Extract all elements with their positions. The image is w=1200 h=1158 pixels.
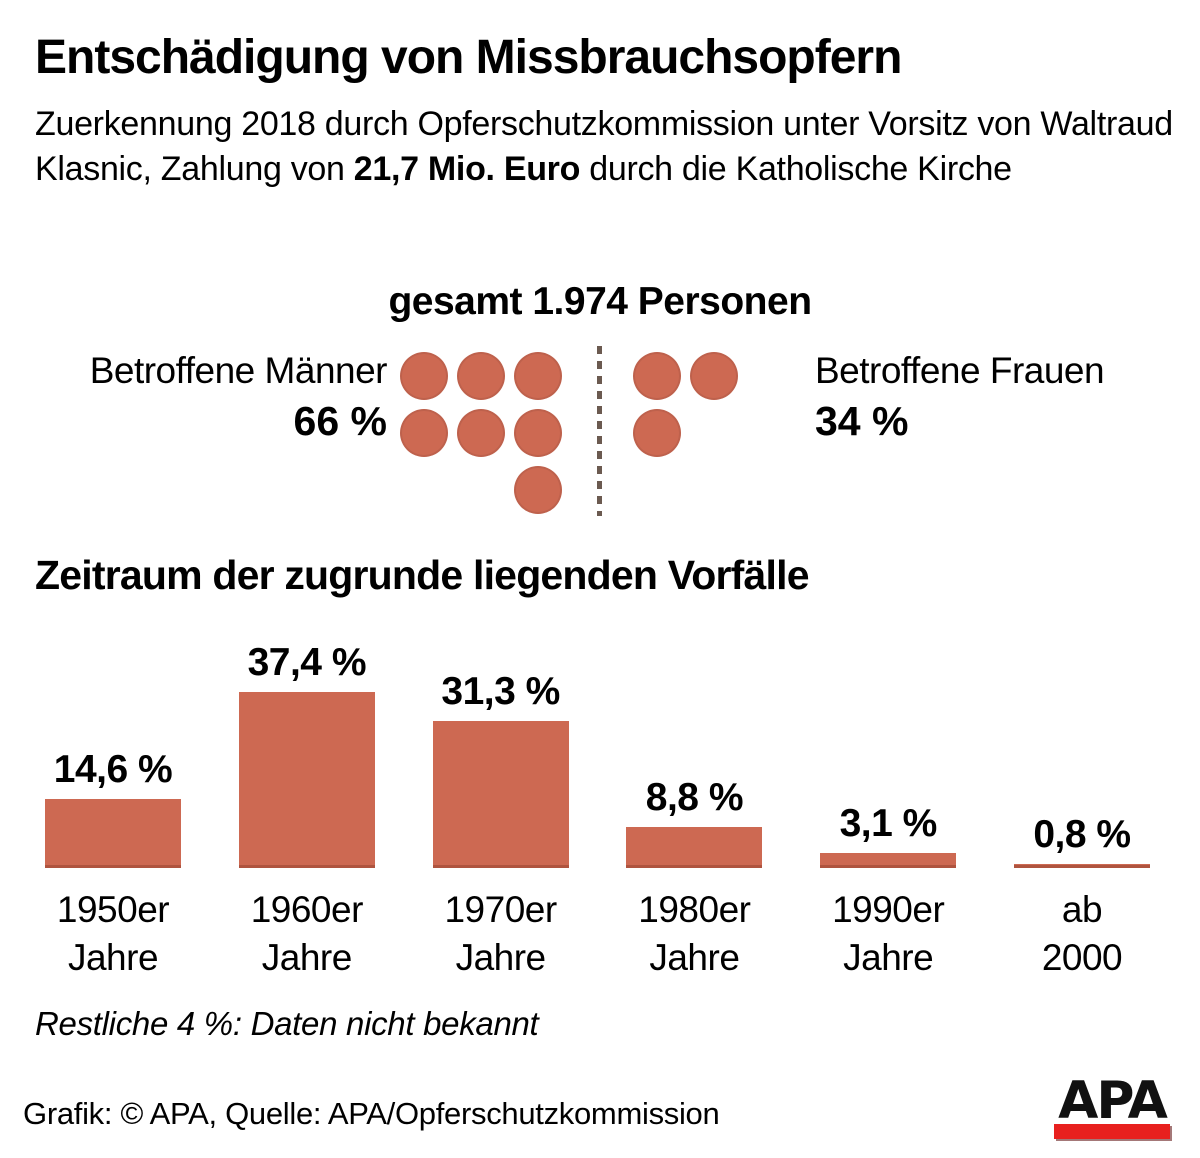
- female-percentage: 34 %: [815, 398, 909, 444]
- bar-value-label: 8,8 %: [645, 776, 744, 819]
- male-label-block: Betroffene Männer 66 %: [0, 346, 388, 448]
- bar-1970er-jahre: [432, 721, 569, 868]
- male-label: Betroffene Männer: [89, 350, 388, 391]
- page-subtitle: Zuerkennung 2018 durch Opferschutzkommis…: [35, 102, 1185, 192]
- female-label: Betroffene Frauen: [815, 350, 1105, 391]
- bar-value-label: 0,8 %: [1033, 813, 1131, 856]
- person-circle: [400, 352, 448, 400]
- person-circle: [633, 352, 681, 400]
- gender-divider-dashed-line: [597, 346, 602, 516]
- axis-label-1950er-jahre: 1950er Jahre: [56, 889, 170, 978]
- person-circle: [514, 466, 562, 514]
- pictogram-header: gesamt 1.974 Personen: [388, 280, 812, 323]
- bar-column-1960er-jahre: 37,4 %: [238, 641, 375, 868]
- subtitle-line3: Katholische Kirche: [735, 150, 1013, 188]
- person-circle: [690, 352, 738, 400]
- female-label-block: Betroffene Frauen 34 %: [815, 346, 1185, 448]
- apa-logo-red-bar: [1054, 1124, 1170, 1139]
- apa-logo-text: APA: [1058, 1071, 1168, 1131]
- bar-value-label: 14,6 %: [53, 748, 173, 791]
- page-title: Entschädigung von Missbrauchsopfern: [35, 31, 902, 84]
- axis-label-1960er-jahre: 1960er Jahre: [250, 889, 364, 978]
- bar-ab-2000: [1013, 864, 1150, 868]
- bar-value-label: 37,4 %: [247, 641, 367, 684]
- chart-title: Zeitraum der zugrunde liegenden Vorfälle: [35, 552, 810, 598]
- bar-column-1950er-jahre: 14,6 %: [45, 750, 181, 868]
- axis-label-1980er-jahre: 1980er Jahre: [638, 889, 751, 978]
- bar-value-label: 3,1 %: [839, 802, 938, 845]
- subtitle-line2-post: durch die: [580, 150, 727, 188]
- bar-1950er-jahre: [45, 799, 181, 868]
- source-credit: Grafik: © APA, Quelle: APA/Opferschutzko…: [23, 1096, 720, 1131]
- bar-value-label: 31,3 %: [441, 670, 560, 713]
- axis-label-1970er-jahre: 1970er Jahre: [444, 889, 557, 978]
- bar-column-1970er-jahre: 31,3 %: [432, 670, 569, 868]
- axis-label-ab-2000: ab 2000: [1041, 889, 1123, 978]
- bar-chart: 14,6 % 37,4 % 31,3 % 8,8 % 3,1 % 0,8 %: [45, 618, 1150, 868]
- bar-1980er-jahre: [626, 827, 763, 868]
- male-circles-grid: [400, 352, 580, 532]
- bar-column-1990er-jahre: 3,1 %: [820, 802, 957, 868]
- person-circle: [457, 352, 505, 400]
- person-circle: [457, 409, 505, 457]
- person-circle: [514, 409, 562, 457]
- apa-logo: APA: [1054, 1071, 1170, 1139]
- person-circle: [514, 352, 562, 400]
- subtitle-bold-amount: 21,7 Mio. Euro: [353, 150, 581, 188]
- person-circle: [400, 409, 448, 457]
- female-circles-grid: [633, 352, 813, 532]
- remainder-note: Restliche 4 %: Daten nicht bekannt: [35, 1005, 539, 1042]
- male-percentage: 66 %: [293, 398, 387, 444]
- person-circle: [633, 409, 681, 457]
- bar-1960er-jahre: [238, 692, 375, 868]
- bar-1990er-jahre: [820, 853, 957, 868]
- axis-label-1990er-jahre: 1990er Jahre: [832, 889, 945, 978]
- bar-column-1980er-jahre: 8,8 %: [626, 776, 763, 868]
- subtitle-line1: Zuerkennung 2018 durch Opferschutzkommis…: [35, 105, 969, 143]
- x-axis-labels: 1950er Jahre 1960er Jahre 1970er Jahre 1980er J…: [45, 886, 1150, 982]
- bar-column-ab-2000: 0,8 %: [1013, 813, 1150, 868]
- subtitle-line2-pre: von Waltraud Klasnic, Zahlung von: [35, 105, 1173, 188]
